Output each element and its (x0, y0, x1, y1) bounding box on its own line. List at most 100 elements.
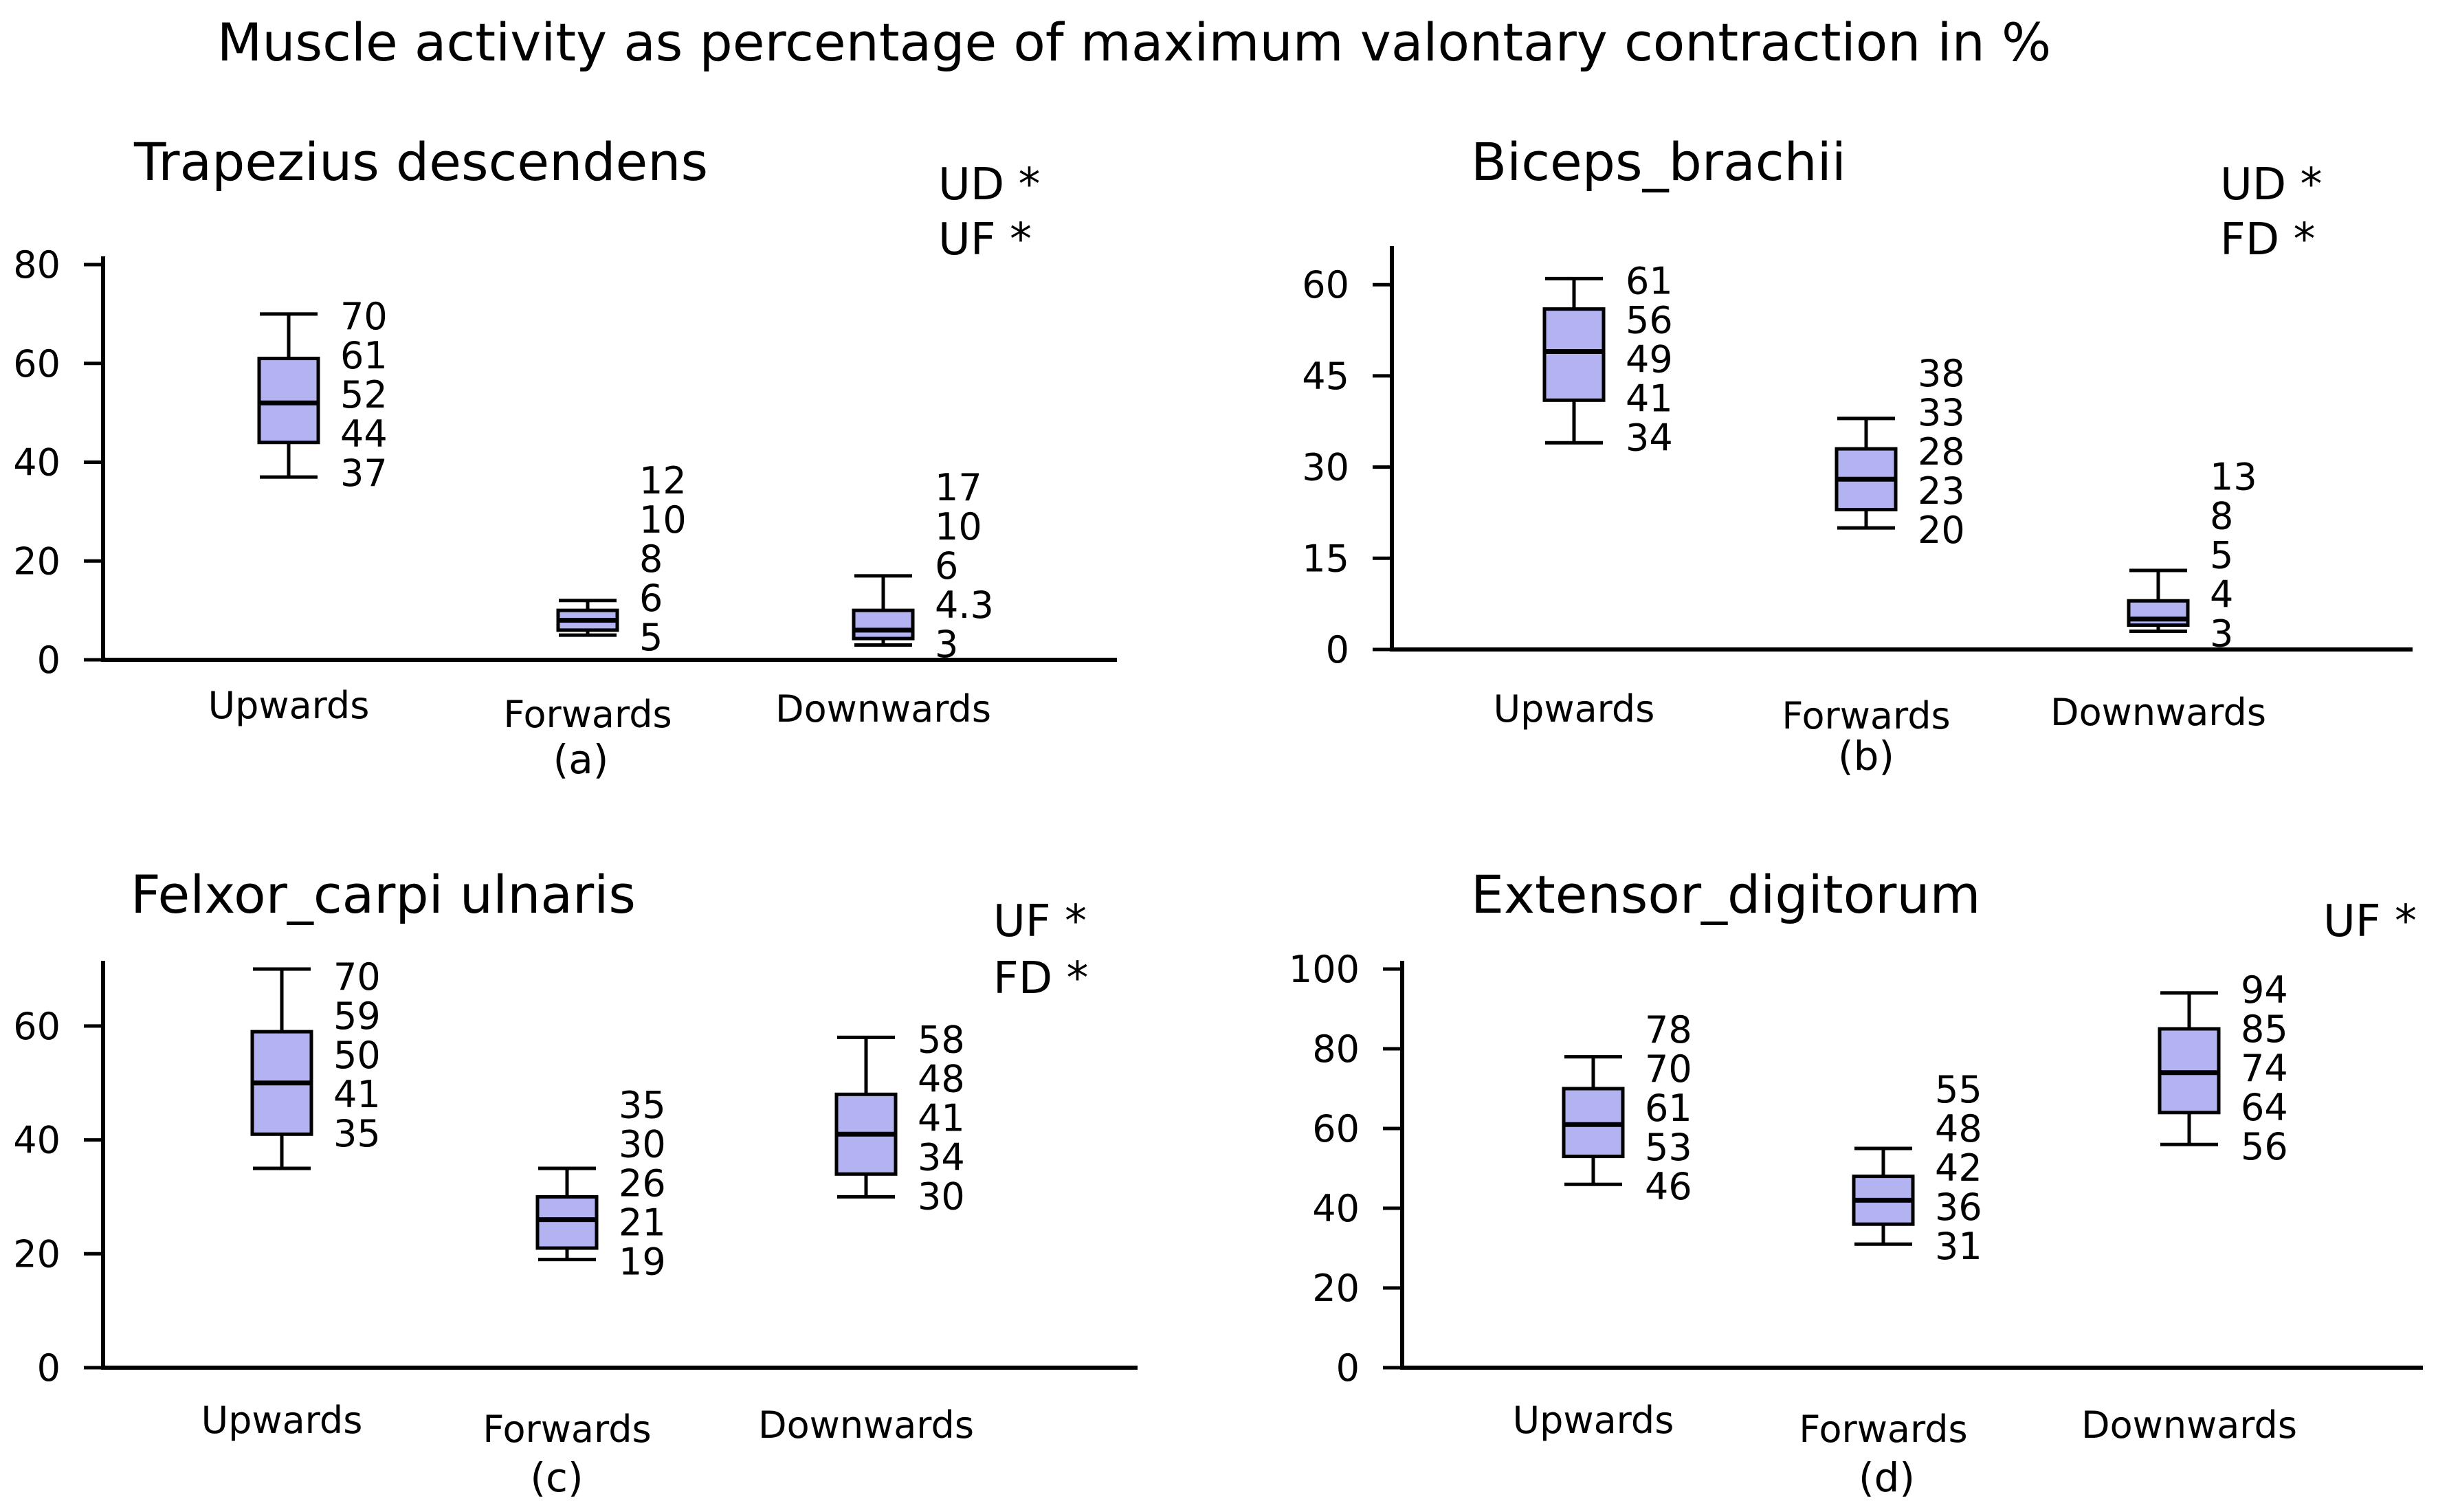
y-tick-label: 40 (1312, 1187, 1360, 1230)
x-category-label: Forwards (1782, 694, 1950, 737)
x-category-label: Upwards (1494, 687, 1655, 731)
value-label: 4.3 (935, 583, 994, 627)
x-category-label: Downwards (2050, 691, 2266, 734)
value-label: 37 (340, 452, 388, 495)
value-label: 23 (1918, 469, 1965, 513)
y-tick-label: 20 (13, 540, 60, 583)
y-tick-label: 60 (1312, 1107, 1360, 1150)
value-label: 48 (1935, 1107, 1982, 1150)
value-label: 78 (1645, 1008, 1692, 1052)
value-label: 30 (619, 1123, 666, 1166)
value-label: 58 (918, 1018, 965, 1061)
value-label: 46 (1645, 1165, 1692, 1208)
value-label: 49 (1626, 337, 1673, 381)
y-tick-label: 20 (13, 1232, 60, 1276)
iqr-box (852, 608, 915, 641)
value-label: 70 (1645, 1047, 1692, 1091)
y-tick-label: 80 (13, 243, 60, 287)
significance-label: UD * (2220, 159, 2322, 210)
x-category-label: Upwards (201, 1399, 363, 1442)
value-label: 42 (1935, 1146, 1982, 1190)
value-label: 17 (935, 466, 982, 509)
value-label: 26 (619, 1162, 666, 1205)
x-category-label: Downwards (775, 687, 991, 731)
y-tick-label: 0 (37, 1346, 60, 1390)
panel-d: Extensor_digitorum UF * 0 20 40 60 80 100 787061… (1289, 864, 2423, 1501)
panel-caption: (d) (1859, 1454, 1915, 1501)
y-tick-label: 0 (1336, 1346, 1360, 1390)
value-label: 50 (333, 1034, 381, 1077)
value-label: 4 (2210, 572, 2233, 616)
value-label: 6 (935, 544, 958, 588)
x-category-label: Downwards (2081, 1403, 2297, 1447)
value-label: 10 (639, 498, 687, 542)
value-label: 28 (1918, 430, 1965, 474)
value-label: 33 (1918, 391, 1965, 434)
panel-title: Trapezius descendens (133, 131, 708, 192)
y-tick-label: 40 (13, 1119, 60, 1162)
value-label: 6 (639, 577, 663, 620)
y-tick-label: 80 (1312, 1027, 1360, 1071)
value-label: 70 (340, 295, 388, 338)
panel-caption: (c) (530, 1454, 583, 1501)
y-tick-label: 20 (1312, 1267, 1360, 1310)
value-label: 44 (340, 412, 388, 456)
value-label: 3 (2210, 612, 2233, 655)
y-tick-label: 60 (13, 342, 60, 386)
value-label: 8 (2210, 494, 2233, 537)
value-label: 56 (1626, 298, 1673, 342)
value-label: 20 (1918, 509, 1965, 552)
figure-title: Muscle activity as percentage of maximum… (217, 12, 2051, 73)
value-label: 5 (639, 616, 663, 659)
x-category-label: Forwards (503, 693, 672, 736)
value-label: 21 (619, 1201, 666, 1245)
value-label: 34 (1626, 416, 1673, 459)
value-label: 74 (2241, 1047, 2288, 1090)
y-tick-label: 60 (1302, 263, 1349, 307)
y-tick-label: 0 (37, 638, 60, 682)
panel-title: Biceps_brachii (1471, 131, 1846, 192)
x-category-label: Downwards (758, 1403, 974, 1447)
value-label: 31 (1935, 1225, 1982, 1268)
value-label: 3 (935, 623, 958, 666)
value-label: 19 (619, 1241, 666, 1284)
panel-caption: (b) (1838, 733, 1894, 779)
value-label: 70 (333, 955, 381, 999)
significance-label: UF * (938, 214, 1032, 265)
y-tick-label: 60 (13, 1005, 60, 1048)
x-category-label: Upwards (1513, 1399, 1674, 1442)
panel-title: Extensor_digitorum (1471, 864, 1981, 925)
x-category-label: Forwards (1799, 1408, 1967, 1451)
value-label: 5 (2210, 533, 2233, 577)
value-label: 36 (1935, 1186, 1982, 1229)
value-label: 61 (340, 334, 388, 377)
panel-title: Felxor_carpi ulnaris (131, 864, 636, 925)
value-label: 41 (1626, 377, 1673, 420)
value-label: 53 (1645, 1126, 1692, 1169)
value-label: 35 (619, 1084, 666, 1127)
value-label: 10 (935, 505, 982, 548)
value-label: 34 (918, 1135, 965, 1179)
panel-caption: (a) (553, 736, 609, 783)
significance-label: UF * (2323, 896, 2417, 947)
panel-a: Trapezius descendens UD *UF *020406080706… (13, 131, 1117, 783)
x-category-label: Upwards (208, 684, 370, 727)
value-label: 30 (918, 1175, 965, 1218)
value-label: 85 (2241, 1008, 2288, 1051)
value-label: 59 (333, 994, 381, 1038)
value-label: 41 (918, 1096, 965, 1139)
panel-c: Felxor_carpi ulnaris UF *FD *020406070595… (13, 864, 1138, 1501)
y-tick-label: 40 (13, 441, 60, 485)
value-label: 52 (340, 373, 388, 416)
value-label: 64 (2241, 1086, 2288, 1129)
y-tick-label: 0 (1326, 628, 1349, 671)
